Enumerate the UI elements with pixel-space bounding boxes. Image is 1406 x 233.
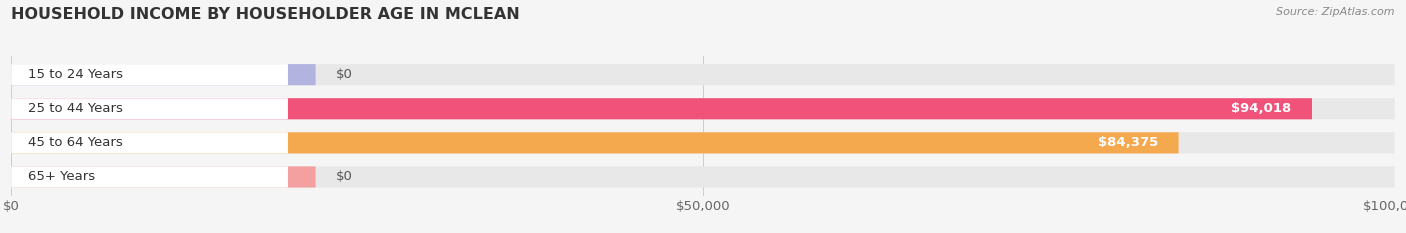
FancyBboxPatch shape bbox=[11, 64, 315, 85]
Text: $94,018: $94,018 bbox=[1232, 102, 1291, 115]
FancyBboxPatch shape bbox=[11, 132, 1178, 154]
Text: 25 to 44 Years: 25 to 44 Years bbox=[28, 102, 122, 115]
FancyBboxPatch shape bbox=[11, 166, 288, 188]
Text: $0: $0 bbox=[336, 68, 353, 81]
Text: $0: $0 bbox=[336, 171, 353, 183]
FancyBboxPatch shape bbox=[11, 166, 1395, 188]
FancyBboxPatch shape bbox=[11, 132, 288, 154]
Text: $84,375: $84,375 bbox=[1098, 136, 1157, 149]
FancyBboxPatch shape bbox=[11, 132, 1395, 154]
FancyBboxPatch shape bbox=[11, 98, 1395, 119]
FancyBboxPatch shape bbox=[11, 98, 1312, 119]
Text: HOUSEHOLD INCOME BY HOUSEHOLDER AGE IN MCLEAN: HOUSEHOLD INCOME BY HOUSEHOLDER AGE IN M… bbox=[11, 7, 520, 22]
FancyBboxPatch shape bbox=[11, 166, 315, 188]
Text: 45 to 64 Years: 45 to 64 Years bbox=[28, 136, 122, 149]
FancyBboxPatch shape bbox=[11, 98, 288, 119]
Text: 65+ Years: 65+ Years bbox=[28, 171, 96, 183]
Text: Source: ZipAtlas.com: Source: ZipAtlas.com bbox=[1277, 7, 1395, 17]
FancyBboxPatch shape bbox=[11, 64, 1395, 85]
Text: 15 to 24 Years: 15 to 24 Years bbox=[28, 68, 122, 81]
FancyBboxPatch shape bbox=[11, 64, 288, 85]
